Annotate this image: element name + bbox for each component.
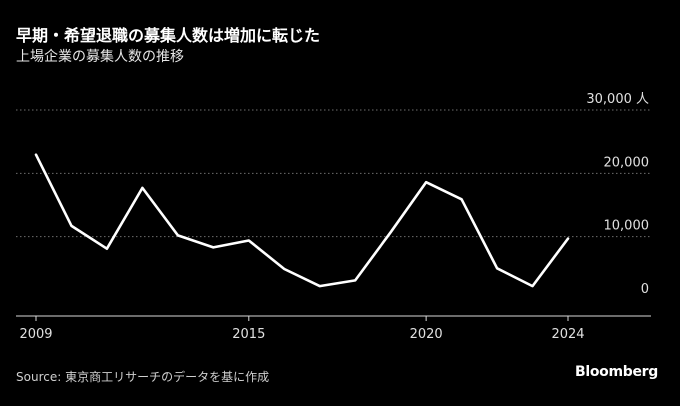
x-tick-label-1: 2015	[232, 327, 265, 342]
y-tick-label-2: 20,000	[604, 155, 650, 170]
chart-title: 早期・希望退職の募集人数は増加に転じた	[16, 26, 321, 45]
series-layer	[34, 153, 570, 288]
y-tick-label-1: 10,000	[604, 219, 650, 234]
y-tick-label-3: 30,000 人	[586, 92, 649, 107]
bloomberg-logo: Bloomberg	[574, 364, 658, 380]
grid-lines	[16, 109, 651, 238]
x-axis-labels: 2009 2015 2020 2024	[19, 327, 584, 342]
y-tick-label-0: 0	[641, 282, 649, 297]
chart-subtitle: 上場企業の募集人数の推移	[16, 49, 184, 65]
series-line-0	[34, 153, 570, 288]
x-tick-label-3: 2024	[551, 327, 584, 342]
x-tick-label-2: 2020	[410, 327, 443, 342]
x-tick-label-0: 2009	[19, 327, 52, 342]
y-axis-labels: 0 10,000 20,000 30,000 人	[586, 92, 649, 297]
x-axis	[16, 315, 651, 321]
source-note: Source: 東京商工リサーチのデータを基に作成	[16, 370, 270, 384]
